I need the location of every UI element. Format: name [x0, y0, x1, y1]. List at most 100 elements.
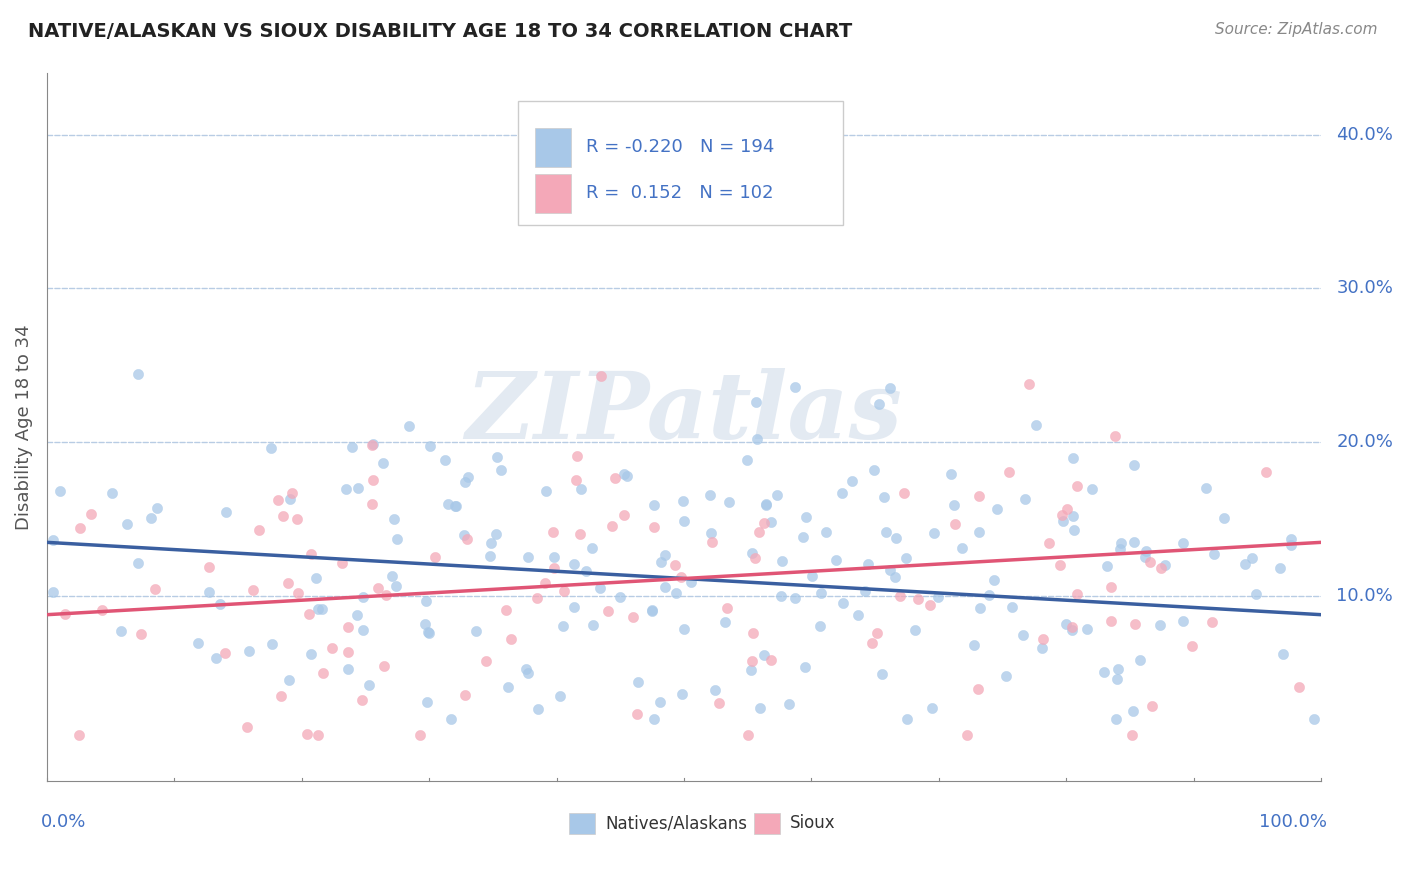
Point	[794, 510, 817, 524]
Point	[495, 603, 517, 617]
FancyBboxPatch shape	[519, 102, 844, 225]
Point	[889, 589, 911, 603]
Point	[215, 506, 238, 520]
Point	[409, 728, 432, 742]
Point	[1279, 538, 1302, 552]
Point	[810, 619, 832, 633]
Point	[755, 497, 778, 511]
Point	[129, 626, 152, 640]
Point	[841, 474, 863, 488]
Text: R =  0.152   N = 102: R = 0.152 N = 102	[586, 185, 773, 202]
Point	[748, 525, 770, 540]
Point	[581, 541, 603, 555]
Point	[384, 579, 406, 593]
Point	[627, 675, 650, 690]
Point	[700, 526, 723, 541]
Point	[986, 502, 1008, 516]
Point	[242, 583, 264, 598]
Bar	[534, 174, 571, 213]
Point	[866, 626, 889, 640]
Point	[352, 590, 374, 604]
Point	[737, 728, 759, 742]
Point	[346, 607, 368, 622]
Point	[884, 569, 907, 583]
Point	[1122, 705, 1144, 719]
Point	[1107, 662, 1129, 676]
Point	[1052, 514, 1074, 528]
Point	[770, 554, 793, 568]
Point	[740, 663, 762, 677]
Point	[853, 584, 876, 599]
Point	[41, 585, 63, 599]
Point	[921, 701, 943, 715]
Point	[543, 525, 565, 540]
Point	[1244, 587, 1267, 601]
Text: ZIPatlas: ZIPatlas	[465, 368, 903, 458]
Point	[285, 511, 308, 525]
Point	[831, 486, 853, 500]
Point	[1050, 508, 1073, 523]
Point	[209, 597, 232, 611]
Point	[381, 569, 404, 583]
Point	[375, 588, 398, 602]
Point	[943, 516, 966, 531]
Point	[783, 379, 806, 393]
Point	[496, 680, 519, 694]
Point	[281, 486, 304, 500]
Point	[1025, 417, 1047, 432]
Point	[1018, 377, 1040, 392]
Point	[879, 563, 901, 577]
Point	[998, 465, 1021, 479]
Point	[146, 500, 169, 515]
Point	[548, 689, 571, 703]
Point	[1121, 728, 1143, 742]
Point	[260, 442, 283, 456]
Point	[717, 495, 740, 509]
Point	[714, 615, 737, 630]
Point	[1122, 535, 1144, 549]
Point	[918, 598, 941, 612]
Point	[896, 712, 918, 726]
Text: 10.0%: 10.0%	[1336, 587, 1393, 605]
Point	[884, 531, 907, 545]
Point	[956, 728, 979, 742]
Point	[969, 489, 991, 503]
Point	[457, 470, 479, 484]
Point	[444, 500, 467, 514]
Point	[575, 564, 598, 578]
Point	[1105, 673, 1128, 687]
Point	[335, 482, 357, 496]
Point	[759, 516, 782, 530]
Point	[247, 523, 270, 537]
Point	[415, 594, 437, 608]
Point	[967, 524, 990, 539]
Point	[139, 511, 162, 525]
Point	[939, 467, 962, 482]
Point	[1256, 466, 1278, 480]
Bar	[569, 813, 595, 834]
Point	[664, 558, 686, 573]
Point	[214, 646, 236, 660]
Point	[778, 698, 800, 712]
Point	[337, 645, 360, 659]
Point	[440, 712, 463, 726]
Point	[117, 516, 139, 531]
Point	[564, 473, 586, 487]
Point	[371, 456, 394, 470]
Point	[1149, 618, 1171, 632]
Text: 30.0%: 30.0%	[1336, 279, 1393, 297]
Point	[1032, 632, 1054, 646]
Point	[621, 610, 644, 624]
Point	[643, 712, 665, 726]
Point	[1104, 428, 1126, 442]
Point	[413, 617, 436, 632]
Point	[1201, 615, 1223, 630]
Point	[654, 580, 676, 594]
Point	[479, 536, 502, 550]
Point	[848, 607, 870, 622]
Point	[307, 602, 329, 616]
Point	[879, 381, 901, 395]
Point	[671, 570, 693, 584]
Point	[873, 490, 896, 504]
Point	[433, 453, 456, 467]
